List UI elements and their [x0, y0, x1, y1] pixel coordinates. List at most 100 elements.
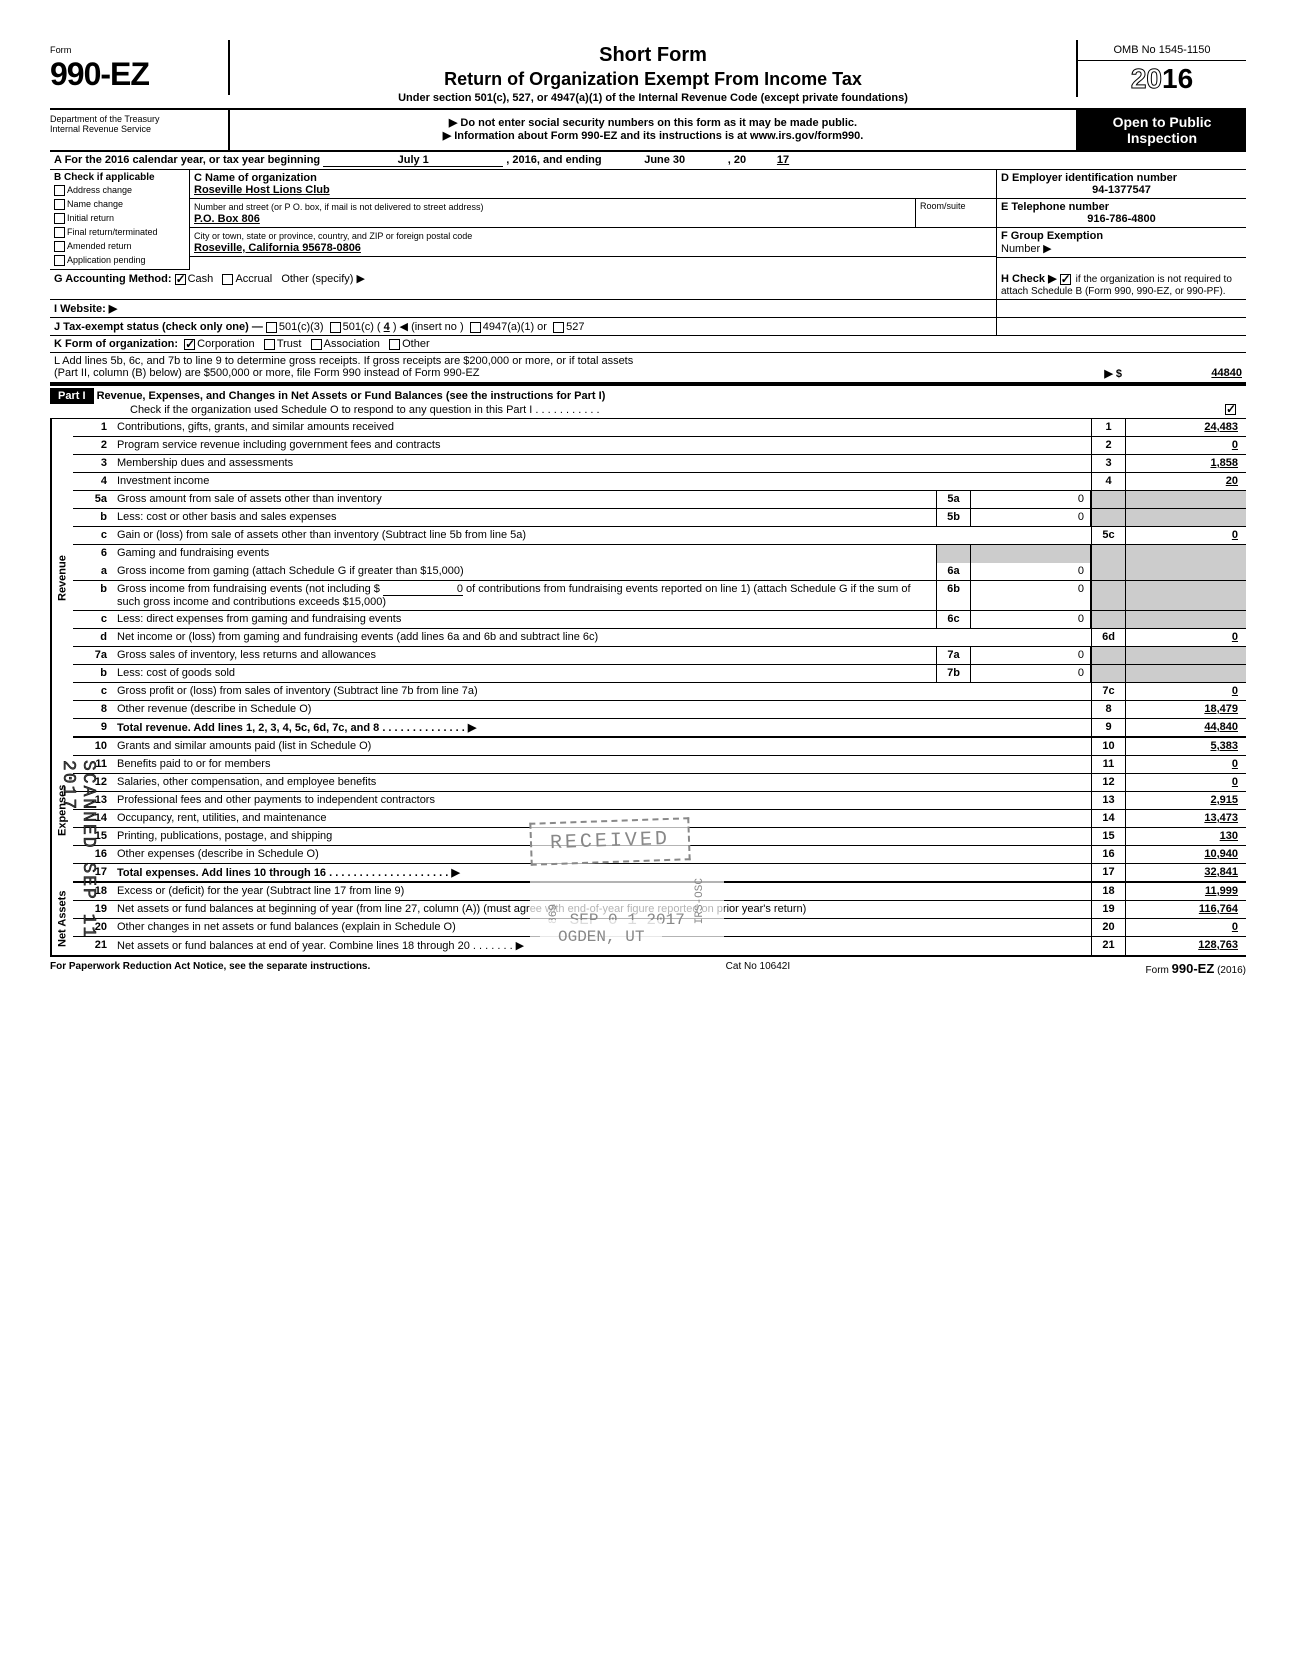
city-label: City or town, state or province, country…: [194, 231, 472, 241]
line-5b-value: 0: [971, 509, 1091, 526]
line-7c-value: 0: [1126, 683, 1246, 700]
chk-501c[interactable]: [330, 322, 341, 333]
chk-accrual[interactable]: [222, 274, 233, 285]
chk-schedule-o-part1[interactable]: [1225, 404, 1236, 415]
line-14-value: 13,473: [1126, 810, 1246, 827]
line-a: A For the 2016 calendar year, or tax yea…: [50, 152, 1246, 170]
dept-box: Department of the Treasury Internal Reve…: [50, 110, 230, 150]
omb-number: OMB No 1545-1150: [1078, 40, 1246, 61]
line-4-value: 20: [1126, 473, 1246, 490]
chk-corporation[interactable]: [184, 339, 195, 350]
chk-527[interactable]: [553, 322, 564, 333]
line-10-value: 5,383: [1126, 738, 1246, 755]
line-7a-value: 0: [971, 647, 1091, 664]
line-5c-value: 0: [1126, 527, 1246, 544]
box-c: C Name of organizationRoseville Host Lio…: [190, 170, 996, 270]
box-b: B Check if applicable Address change Nam…: [50, 170, 190, 270]
tax-year: 2016: [1078, 61, 1246, 97]
short-form-label: Short Form: [240, 44, 1066, 67]
line-16-value: 10,940: [1126, 846, 1246, 863]
footer-right: Form 990-EZ (2016): [1146, 961, 1246, 976]
phone-value: 916-786-4800: [1001, 213, 1242, 225]
line-5a-value: 0: [971, 491, 1091, 508]
open-public-box: Open to Public Inspection: [1076, 110, 1246, 150]
line-21-value: 128,763: [1126, 937, 1246, 955]
info-link: ▶ Information about Form 990-EZ and its …: [236, 129, 1070, 142]
line-8-value: 18,479: [1126, 701, 1246, 718]
form-number: 990-EZ: [50, 56, 220, 93]
form-number-box: Form 990-EZ: [50, 40, 230, 95]
ssn-warning: ▶ Do not enter social security numbers o…: [236, 116, 1070, 129]
line-9-value: 44,840: [1126, 719, 1246, 736]
line-a-label: A For the 2016 calendar year, or tax yea…: [54, 154, 320, 166]
org-street: P.O. Box 806: [194, 213, 260, 225]
form-990ez: SCANNED SEP 11 2017 Form 990-EZ Short Fo…: [50, 40, 1246, 976]
header-row: Form 990-EZ Short Form Return of Organiz…: [50, 40, 1246, 110]
line-2-value: 0: [1126, 437, 1246, 454]
ein-value: 94-1377547: [1001, 184, 1242, 196]
footer: For Paperwork Reduction Act Notice, see …: [50, 957, 1246, 976]
chk-name-change[interactable]: [54, 199, 65, 210]
chk-association[interactable]: [311, 339, 322, 350]
line-j: J Tax-exempt status (check only one) — 5…: [50, 318, 1246, 336]
line-17-value: 32,841: [1126, 864, 1246, 881]
chk-other-org[interactable]: [389, 339, 400, 350]
dept-treasury: Department of the Treasury: [50, 114, 220, 124]
tax-year-begin: July 1: [323, 154, 503, 167]
open-public-2: Inspection: [1082, 130, 1242, 146]
warnings-box: ▶ Do not enter social security numbers o…: [230, 110, 1076, 150]
chk-amended-return[interactable]: [54, 241, 65, 252]
chk-4947a1[interactable]: [470, 322, 481, 333]
line-a-mid: , 2016, and ending: [506, 154, 601, 166]
irs-label: Internal Revenue Service: [50, 124, 220, 134]
year-prefix: 20: [1131, 63, 1162, 94]
box-d-label: D Employer identification number: [1001, 172, 1177, 184]
footer-left: For Paperwork Reduction Act Notice, see …: [50, 961, 370, 976]
dept-row: Department of the Treasury Internal Reve…: [50, 110, 1246, 152]
line-3-value: 1,858: [1126, 455, 1246, 472]
chk-application-pending[interactable]: [54, 255, 65, 266]
chk-initial-return[interactable]: [54, 213, 65, 224]
part1-title: Revenue, Expenses, and Changes in Net As…: [97, 390, 606, 402]
line-13-value: 2,915: [1126, 792, 1246, 809]
revenue-section: Revenue 1Contributions, gifts, grants, a…: [50, 419, 1246, 738]
box-b-label: B Check if applicable: [54, 172, 185, 183]
line-20-value: 0: [1126, 919, 1246, 936]
tax-year-end-month: June 30: [605, 154, 725, 166]
room-suite-label: Room/suite: [916, 199, 996, 227]
form-prefix: Form: [50, 45, 71, 55]
box-e-label: E Telephone number: [1001, 201, 1109, 213]
org-name: Roseville Host Lions Club: [194, 184, 330, 196]
right-info-col: D Employer identification number94-13775…: [996, 170, 1246, 270]
line-6c-value: 0: [971, 611, 1091, 628]
line-l: L Add lines 5b, 6c, and 7b to line 9 to …: [50, 353, 1246, 384]
line-g-label: G Accounting Method:: [54, 273, 172, 285]
net-assets-label: Net Assets: [51, 883, 73, 955]
line-i: I Website: ▶: [50, 300, 1246, 318]
ogden-stamp: OGDEN, UT: [540, 920, 662, 954]
expenses-label: Expenses: [51, 738, 73, 883]
line-6a-value: 0: [971, 563, 1091, 580]
chk-501c3[interactable]: [266, 322, 277, 333]
line-g-h: G Accounting Method: Cash Accrual Other …: [50, 270, 1246, 300]
line-i-label: I Website: ▶: [54, 303, 117, 315]
part1-label: Part I: [50, 388, 94, 404]
chk-address-change[interactable]: [54, 185, 65, 196]
line-k: K Form of organization: Corporation Trus…: [50, 336, 1246, 353]
line-1-value: 24,483: [1126, 419, 1246, 436]
line-6d-value: 0: [1126, 629, 1246, 646]
box-f-label: F Group Exemption: [1001, 230, 1103, 242]
main-title: Return of Organization Exempt From Incom…: [240, 69, 1066, 90]
chk-final-return[interactable]: [54, 227, 65, 238]
line-6b-value: 0: [971, 581, 1091, 610]
chk-trust[interactable]: [264, 339, 275, 350]
line-15-value: 130: [1126, 828, 1246, 845]
chk-schedule-b[interactable]: [1060, 274, 1071, 285]
org-info-block: B Check if applicable Address change Nam…: [50, 170, 1246, 270]
line-7b-value: 0: [971, 665, 1091, 682]
line-12-value: 0: [1126, 774, 1246, 791]
chk-cash[interactable]: [175, 274, 186, 285]
line-18-value: 11,999: [1126, 883, 1246, 900]
subtitle: Under section 501(c), 527, or 4947(a)(1)…: [240, 92, 1066, 104]
501c-number: 4: [384, 321, 390, 333]
